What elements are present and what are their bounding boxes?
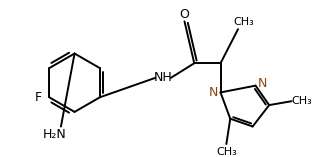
Text: F: F — [35, 91, 42, 104]
Text: NH: NH — [154, 71, 172, 84]
Text: CH₃: CH₃ — [233, 17, 254, 27]
Text: CH₃: CH₃ — [216, 147, 237, 157]
Text: N: N — [258, 77, 267, 90]
Text: O: O — [180, 8, 189, 21]
Text: N: N — [209, 86, 218, 99]
Text: CH₃: CH₃ — [291, 96, 312, 106]
Text: H₂N: H₂N — [43, 128, 67, 141]
